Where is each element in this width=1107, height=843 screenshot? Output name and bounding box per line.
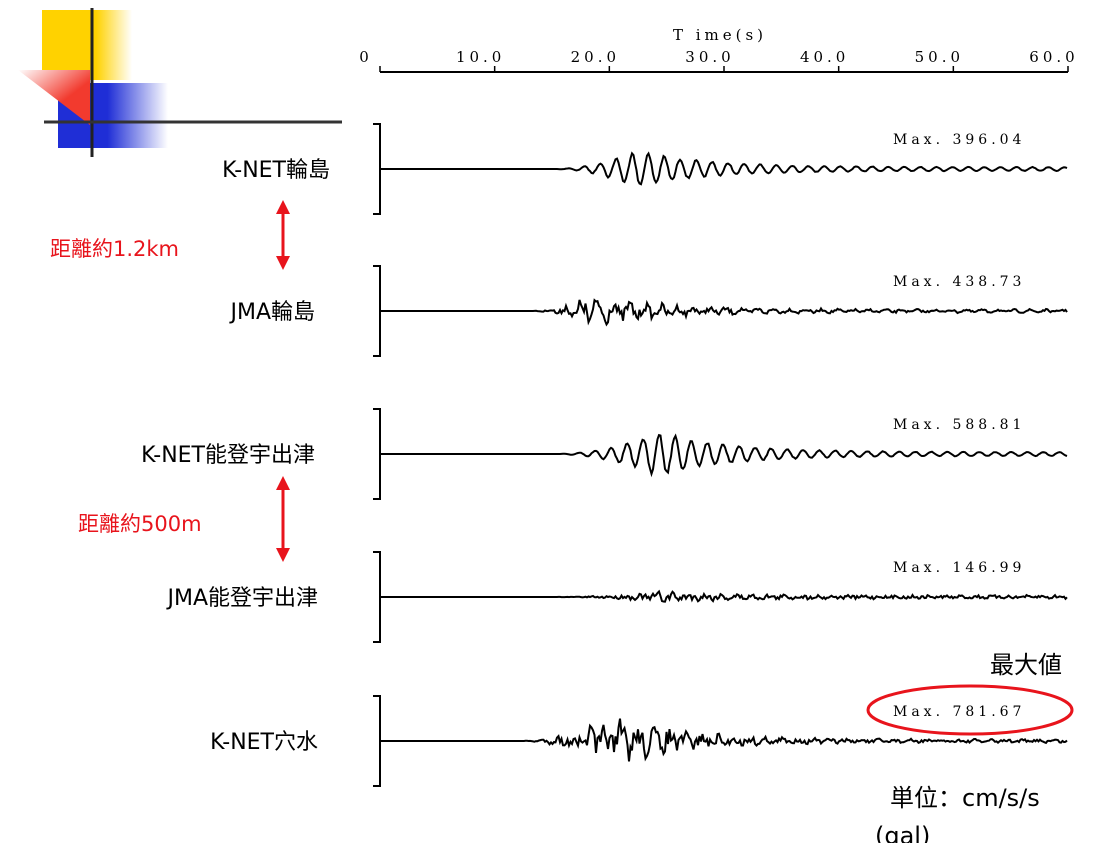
logo [18, 8, 342, 157]
tick-label: 40.0 [800, 48, 849, 66]
tick-label: 30.0 [685, 48, 734, 66]
waveform [380, 719, 1067, 762]
station-label: JMA能登宇出津 [165, 586, 318, 611]
tick-label: 60.0 [1029, 48, 1078, 66]
arrows [276, 200, 290, 562]
distance-label: 距離約1.2km [50, 237, 179, 261]
max-note: 最大値 [990, 651, 1062, 679]
tick-label: 0 [359, 48, 373, 66]
max-label: Max. 396.04 [893, 132, 1025, 148]
station-label: K-NET輪島 [222, 158, 330, 183]
slide: T ime(s) 0 10.0 20.0 30.0 40.0 50.0 60.0 K-NET… [0, 0, 1107, 843]
waveform [380, 435, 1067, 474]
axis-title: T ime(s) [673, 26, 767, 44]
max-label: Max. 438.73 [893, 274, 1025, 290]
tick-label: 10.0 [456, 48, 505, 66]
tick-label: 50.0 [915, 48, 964, 66]
waveform [380, 300, 1067, 325]
unit-sub: (gal) [875, 822, 930, 843]
station-label: K-NET穴水 [210, 730, 318, 755]
tick-label: 20.0 [571, 48, 620, 66]
bracket [373, 696, 380, 786]
bracket [373, 409, 380, 499]
waveform [380, 592, 1067, 602]
max-label: Max. 781.67 [893, 704, 1025, 720]
max-label: Max. 146.99 [893, 560, 1025, 576]
distance-label: 距離約500m [78, 512, 202, 536]
waveform [380, 153, 1067, 184]
unit: 単位：cm/s/s [890, 784, 1040, 812]
bracket [373, 124, 380, 214]
station-label: K-NET能登宇出津 [141, 443, 315, 468]
bracket [373, 552, 380, 642]
bracket [373, 266, 380, 356]
max-label: Max. 588.81 [893, 417, 1025, 433]
station-label: JMA輪島 [228, 300, 315, 325]
